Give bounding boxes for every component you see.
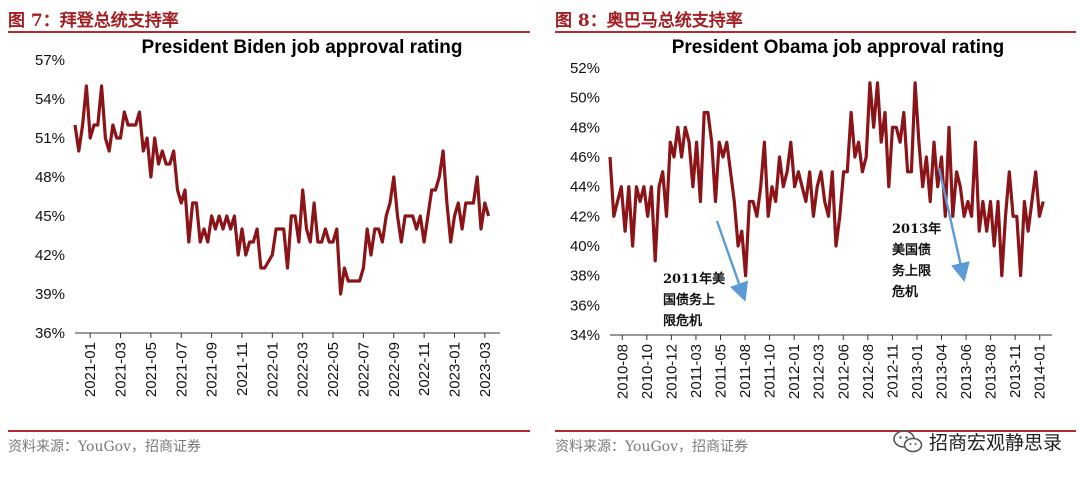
watermark: 招商宏观静思录 xyxy=(893,428,1062,455)
y-tick-label: 34% xyxy=(570,327,600,344)
x-tick-label: 2011-08 xyxy=(737,344,754,398)
y-tick-label: 54% xyxy=(35,91,65,108)
x-tick-label: 2022-09 xyxy=(386,342,403,397)
x-tick-label: 2022-11 xyxy=(416,342,433,396)
y-tick-label: 57% xyxy=(35,52,65,69)
annotation-text: 2013年美国债务上限危机 xyxy=(892,221,941,300)
annotation-line: 限危机 xyxy=(663,313,702,329)
x-tick-label: 2012-01 xyxy=(786,344,803,399)
y-tick-label: 42% xyxy=(35,247,65,264)
y-tick-label: 50% xyxy=(570,90,600,107)
x-tick-label: 2013-08 xyxy=(983,344,1000,399)
figure-biden: 图 7：拜登总统支持率 President Biden job approval… xyxy=(0,0,534,492)
annotation-arrow xyxy=(937,167,970,283)
y-tick-label: 51% xyxy=(35,130,65,147)
y-tick-label: 46% xyxy=(570,149,600,166)
heading-rule xyxy=(555,31,1076,33)
x-tick-label: 2011-05 xyxy=(713,344,730,398)
annotation-line: 务上限 xyxy=(892,263,932,279)
x-tick-label: 2021-11 xyxy=(234,342,251,396)
approval-series-line xyxy=(73,84,491,296)
x-tick-label: 2021-05 xyxy=(143,342,160,397)
source-note: 资料来源：YouGov，招商证券 xyxy=(555,439,748,455)
source-note: 资料来源：YouGov，招商证券 xyxy=(8,439,201,455)
obama-approval-chart: President Obama job approval rating 52% 5… xyxy=(570,37,1052,399)
chart-title: President Obama job approval rating xyxy=(672,37,1005,58)
source-rule xyxy=(555,430,1076,432)
x-tick-label: 2013-06 xyxy=(958,344,975,399)
x-tick-label: 2014-01 xyxy=(1032,344,1049,399)
annotation-line: 2013年 xyxy=(892,221,941,237)
x-tick-label: 2021-03 xyxy=(113,342,130,397)
x-tick-label: 2022-03 xyxy=(295,342,312,397)
y-tick-label: 45% xyxy=(35,208,65,225)
annotation-arrow xyxy=(715,220,749,302)
x-tick-label: 2012-08 xyxy=(860,344,877,399)
y-tick-label: 36% xyxy=(35,325,65,342)
annotation-line: 美国债 xyxy=(892,242,931,258)
annotation-line: 危机 xyxy=(892,284,918,300)
figure-obama: 图 8：奥巴马总统支持率 President Obama job approva… xyxy=(547,0,1080,492)
annotation-line: 国债务上 xyxy=(663,292,715,308)
annotation-line: 2011年美 xyxy=(663,271,726,287)
y-tick-label: 36% xyxy=(570,297,600,314)
y-tick-label: 48% xyxy=(570,119,600,136)
x-tick-label: 2010-10 xyxy=(639,344,656,399)
x-tick-label: 2012-11 xyxy=(884,344,901,398)
x-tick-label: 2021-09 xyxy=(204,342,221,397)
y-tick-label: 52% xyxy=(570,60,600,77)
y-tick-label: 40% xyxy=(570,238,600,255)
x-tick-label: 2012-06 xyxy=(835,344,852,399)
x-tick-label: 2013-01 xyxy=(909,344,926,399)
x-tick-label: 2010-12 xyxy=(663,344,680,399)
x-tick-label: 2021-07 xyxy=(173,342,190,397)
y-tick-label: 39% xyxy=(35,286,65,303)
y-tick-label: 42% xyxy=(570,208,600,225)
x-tick-label: 2022-07 xyxy=(355,342,372,397)
x-tick-label: 2022-01 xyxy=(264,342,281,397)
wechat-icon xyxy=(893,429,923,452)
biden-approval-chart: President Biden job approval rating 57% 5… xyxy=(35,37,500,397)
annotation-text: 2011年美国债务上限危机 xyxy=(663,271,726,329)
x-tick-label: 2011-03 xyxy=(688,344,705,398)
source-rule xyxy=(8,430,530,432)
x-tick-label: 2023-03 xyxy=(477,342,494,397)
x-tick-label: 2011-10 xyxy=(762,344,779,398)
x-tick-label: 2021-01 xyxy=(82,342,99,397)
chart-title: President Biden job approval rating xyxy=(142,37,463,58)
y-tick-label: 38% xyxy=(570,268,600,285)
x-tick-label: 2010-08 xyxy=(614,344,631,399)
figure-heading: 图 7：拜登总统支持率 xyxy=(8,11,179,31)
x-tick-label: 2022-05 xyxy=(325,342,342,397)
y-tick-label: 44% xyxy=(570,179,600,196)
heading-rule xyxy=(8,31,530,33)
x-tick-label: 2013-11 xyxy=(1007,344,1024,398)
x-tick-label: 2013-04 xyxy=(934,344,951,399)
watermark-text: 招商宏观静思录 xyxy=(928,432,1062,454)
x-tick-label: 2012-03 xyxy=(811,344,828,399)
figure-heading: 图 8：奥巴马总统支持率 xyxy=(555,11,743,31)
approval-series-line xyxy=(608,81,1045,278)
x-tick-label: 2023-01 xyxy=(446,342,463,397)
y-tick-label: 48% xyxy=(35,169,65,186)
